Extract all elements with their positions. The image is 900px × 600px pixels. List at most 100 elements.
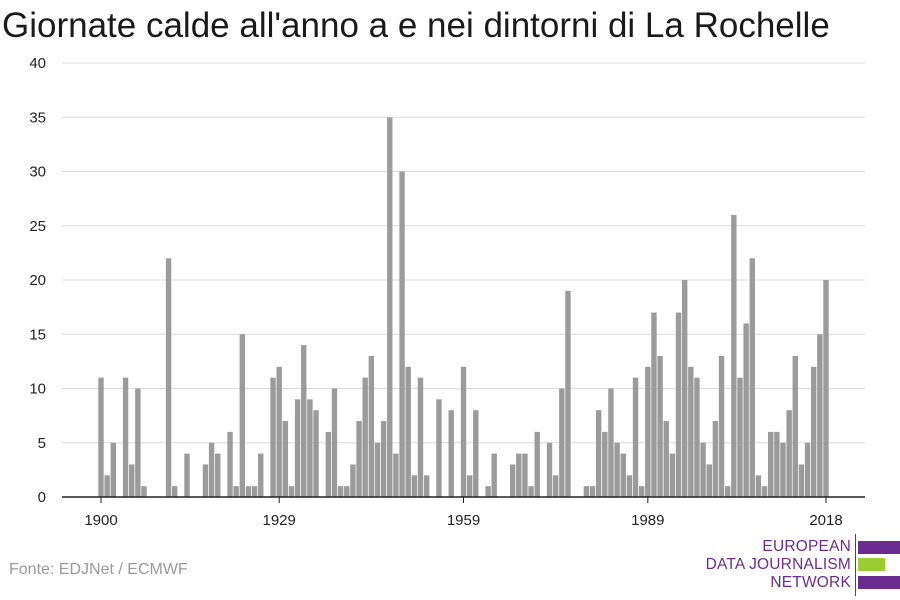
bar-1988	[638, 486, 645, 497]
bar-1934	[307, 399, 313, 497]
bar-1948	[393, 453, 399, 497]
bar-1907	[141, 486, 147, 497]
bar-2006	[749, 258, 755, 497]
bar-2005	[743, 323, 749, 497]
bar-1995	[681, 280, 688, 497]
bar-2004	[737, 377, 743, 497]
x-tick-label-1900: 1900	[84, 512, 117, 529]
bar-2016	[811, 366, 817, 497]
bar-1942	[356, 421, 362, 497]
bar-1955	[436, 399, 442, 497]
bar-1982	[602, 431, 608, 497]
bar-1940	[344, 486, 350, 497]
bar-1979	[583, 486, 590, 497]
bar-1968	[516, 453, 522, 497]
bar-1938	[331, 388, 338, 497]
bar-1914	[184, 453, 190, 497]
bar-1960	[466, 475, 473, 497]
bar-1923	[239, 334, 246, 497]
bar-1986	[626, 475, 633, 497]
bar-2017	[817, 334, 823, 497]
bar-1925	[251, 486, 258, 497]
bar-2018	[823, 280, 829, 497]
bar-2008	[761, 486, 768, 497]
bar-1946	[380, 421, 387, 497]
bar-1967	[509, 464, 516, 497]
y-tick-label-5: 5	[38, 435, 46, 452]
bar-1931	[288, 486, 295, 497]
x-tick-label-1929: 1929	[262, 512, 295, 529]
x-tick-label-2018: 2018	[809, 512, 842, 529]
bar-1947	[387, 117, 393, 497]
bar-1906	[135, 388, 141, 497]
bar-1959	[460, 366, 467, 497]
bar-1941	[350, 464, 356, 497]
bar-1990	[651, 312, 657, 497]
bar-2011	[780, 442, 786, 497]
logo-bar-green	[858, 558, 885, 571]
bar-1902	[110, 442, 116, 497]
bar-1937	[325, 431, 332, 497]
bar-1957	[448, 410, 454, 497]
bar-1930	[282, 421, 289, 497]
y-tick-label-0: 0	[38, 489, 46, 506]
bar-1987	[632, 377, 639, 497]
logo-bar-purple-top	[858, 541, 900, 554]
bar-1993	[669, 453, 676, 497]
bar-2007	[755, 475, 762, 497]
bar-1985	[620, 453, 626, 497]
bar-1945	[374, 442, 381, 497]
bar-1980	[589, 486, 596, 497]
bar-2003	[731, 214, 737, 497]
bar-1911	[165, 258, 172, 497]
bar-1950	[405, 366, 411, 497]
chart-title: Giornate calde all'anno a e nei dintorni…	[2, 6, 830, 45]
bar-2014	[798, 464, 805, 497]
bar-2012	[786, 410, 792, 497]
bar-1961	[473, 410, 479, 497]
bar-1951	[411, 475, 418, 497]
bar-1932	[294, 399, 301, 497]
bar-1991	[657, 355, 663, 497]
bar-1918	[208, 442, 215, 497]
source-note: Fonte: EDJNet / ECMWF	[9, 561, 188, 578]
bar-2001	[718, 355, 725, 497]
bar-1963	[485, 486, 491, 497]
bar-1933	[301, 345, 307, 497]
x-tick-label-1959: 1959	[447, 512, 480, 529]
bar-2009	[768, 431, 774, 497]
x-tick-label-1989: 1989	[631, 512, 664, 529]
logo-divider	[855, 534, 856, 596]
logo-bar-purple-bottom	[858, 576, 900, 589]
y-tick-label-20: 20	[29, 272, 46, 289]
bar-1997	[694, 377, 700, 497]
bar-1971	[534, 431, 540, 497]
bar-2002	[724, 486, 731, 497]
bar-1981	[595, 410, 602, 497]
bar-1953	[423, 475, 430, 497]
logo-line-3: NETWORK	[770, 574, 851, 591]
bar-2013	[792, 355, 798, 497]
bar-2010	[774, 431, 780, 497]
axes: 0 5 10 15 20 25 30 35 40 1900 1929 1959 1989 2018	[29, 55, 865, 529]
bar-1949	[399, 171, 405, 497]
bar-1976	[565, 290, 571, 497]
bars	[98, 117, 829, 497]
bar-1996	[688, 366, 694, 497]
bar-1928	[270, 377, 276, 497]
y-tick-label-40: 40	[29, 55, 46, 72]
bar-1926	[258, 453, 264, 497]
bar-1904	[122, 377, 129, 497]
bar-1935	[313, 410, 319, 497]
bar-1973	[546, 442, 553, 497]
bar-1999	[706, 464, 712, 497]
bar-1939	[337, 486, 344, 497]
bar-1975	[559, 388, 565, 497]
bar-1921	[227, 431, 233, 497]
bar-1912	[172, 486, 178, 497]
y-tick-label-25: 25	[29, 218, 46, 235]
logo-line-1: EUROPEAN	[762, 538, 851, 555]
bar-1974	[552, 475, 559, 497]
bar-2015	[804, 442, 811, 497]
y-tick-label-30: 30	[29, 164, 46, 181]
